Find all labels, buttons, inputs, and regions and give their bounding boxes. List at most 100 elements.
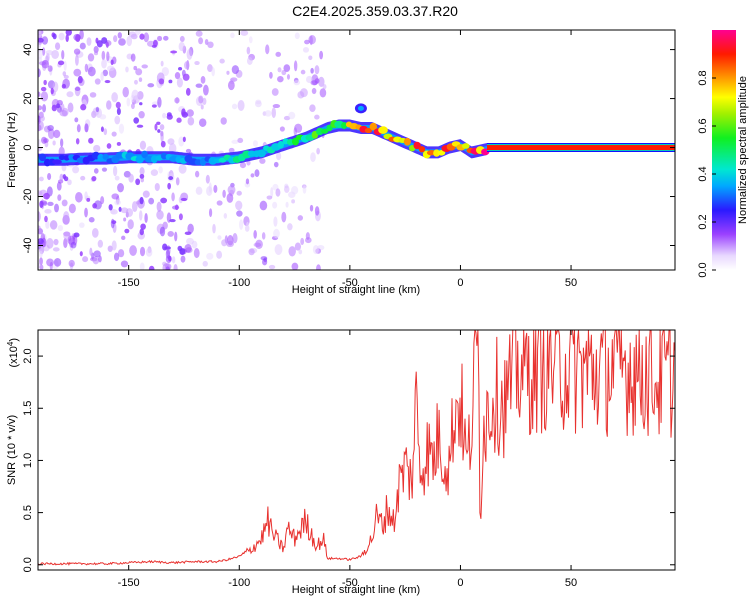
- noise-blob: [114, 175, 120, 181]
- x-tick-label: 50: [565, 277, 577, 289]
- noise-blob: [56, 181, 62, 191]
- noise-blob: [99, 114, 107, 120]
- noise-blob: [59, 173, 64, 182]
- noise-blob: [154, 182, 160, 192]
- noise-blob: [88, 217, 95, 223]
- noise-blob: [126, 97, 131, 107]
- noise-blob: [178, 41, 185, 52]
- noise-blob: [56, 103, 61, 109]
- spectrogram-x-axis: -150 -100 -50 0 50: [118, 30, 577, 289]
- noise-blob: [52, 140, 56, 146]
- noise-blob: [139, 140, 147, 150]
- noise-blob: [240, 30, 249, 36]
- ridge-blob: [320, 128, 329, 134]
- noise-blob: [259, 200, 268, 211]
- noise-blob: [133, 117, 140, 124]
- noise-blob: [202, 97, 207, 106]
- chart-title: C2E4.2025.359.03.37.R20: [292, 3, 458, 19]
- noise-blob: [130, 103, 135, 110]
- ridge-blob: [155, 155, 163, 161]
- noise-blob: [182, 73, 190, 81]
- noise-blob: [93, 51, 99, 56]
- noise-blob: [259, 158, 266, 164]
- noise-blob: [285, 201, 289, 208]
- noise-blob: [180, 255, 186, 263]
- noise-blob: [122, 86, 129, 98]
- noise-blob: [118, 123, 125, 134]
- noise-blob: [101, 59, 107, 69]
- noise-blob: [231, 65, 239, 75]
- noise-blob: [288, 246, 296, 257]
- noise-blob: [40, 115, 45, 122]
- snr-plot-area: [38, 330, 675, 570]
- noise-blob: [309, 35, 313, 46]
- snr-y-label: SNR (10 * v/v): [6, 415, 18, 485]
- noise-blob: [44, 215, 48, 223]
- ridge-blob: [199, 158, 207, 166]
- noise-blob: [49, 220, 58, 230]
- noise-blob: [106, 100, 112, 110]
- noise-blob: [139, 262, 145, 270]
- noise-blob: [101, 37, 108, 44]
- noise-blob: [156, 201, 162, 212]
- snr-x-axis: -150 -100 -50 0 50: [118, 330, 577, 589]
- noise-blob: [38, 37, 44, 43]
- noise-blob: [311, 87, 317, 95]
- noise-blob: [111, 92, 118, 103]
- noise-blob: [74, 86, 81, 91]
- noise-blob: [80, 104, 87, 111]
- noise-blob: [157, 129, 161, 133]
- noise-blob: [131, 201, 138, 213]
- noise-blob: [226, 193, 234, 203]
- noise-blob: [173, 264, 178, 270]
- noise-blob: [125, 66, 129, 73]
- noise-blob: [300, 69, 306, 75]
- noise-blob: [150, 169, 159, 176]
- noise-blob: [254, 100, 262, 108]
- noise-blob: [38, 238, 44, 245]
- noise-blob: [182, 136, 186, 143]
- noise-blob: [186, 49, 193, 60]
- noise-blob: [57, 225, 64, 232]
- x-tick-label: 50: [565, 577, 577, 589]
- noise-blob: [264, 110, 272, 117]
- noise-blob: [239, 161, 247, 169]
- noise-blob: [101, 50, 106, 61]
- x-tick-label: -100: [228, 577, 250, 589]
- noise-blob: [293, 80, 301, 86]
- noise-blob: [100, 196, 105, 205]
- noise-blob: [272, 201, 278, 209]
- noise-blob: [217, 235, 222, 240]
- spectrogram-noise: [38, 30, 327, 270]
- noise-blob: [181, 108, 186, 116]
- noise-blob: [39, 200, 44, 209]
- x-tick-label: -100: [228, 277, 250, 289]
- noise-blob: [39, 250, 43, 258]
- noise-blob: [235, 200, 243, 211]
- colorbar-tick-label: 0.4: [697, 166, 709, 181]
- noise-blob: [245, 178, 250, 185]
- noise-blob: [65, 30, 72, 36]
- noise-blob: [270, 187, 274, 198]
- noise-blob: [198, 37, 204, 45]
- noise-blob: [174, 231, 178, 242]
- noise-blob: [236, 210, 243, 217]
- noise-blob: [38, 142, 41, 148]
- noise-blob: [178, 136, 185, 147]
- noise-blob: [198, 118, 207, 127]
- noise-blob: [73, 68, 82, 77]
- noise-blob: [59, 110, 68, 117]
- noise-blob: [45, 49, 54, 56]
- ridge-blob: [364, 127, 373, 134]
- noise-blob: [77, 75, 83, 84]
- noise-blob: [279, 126, 285, 132]
- spectrogram-x-label: Height of straight line (km): [292, 284, 420, 296]
- ridge-blob: [141, 150, 148, 159]
- noise-blob: [68, 259, 75, 267]
- noise-blob: [120, 207, 129, 214]
- noise-blob: [185, 87, 191, 96]
- noise-blob: [294, 242, 302, 251]
- noise-blob: [291, 262, 299, 270]
- noise-blob: [138, 111, 145, 119]
- noise-blob: [101, 167, 108, 172]
